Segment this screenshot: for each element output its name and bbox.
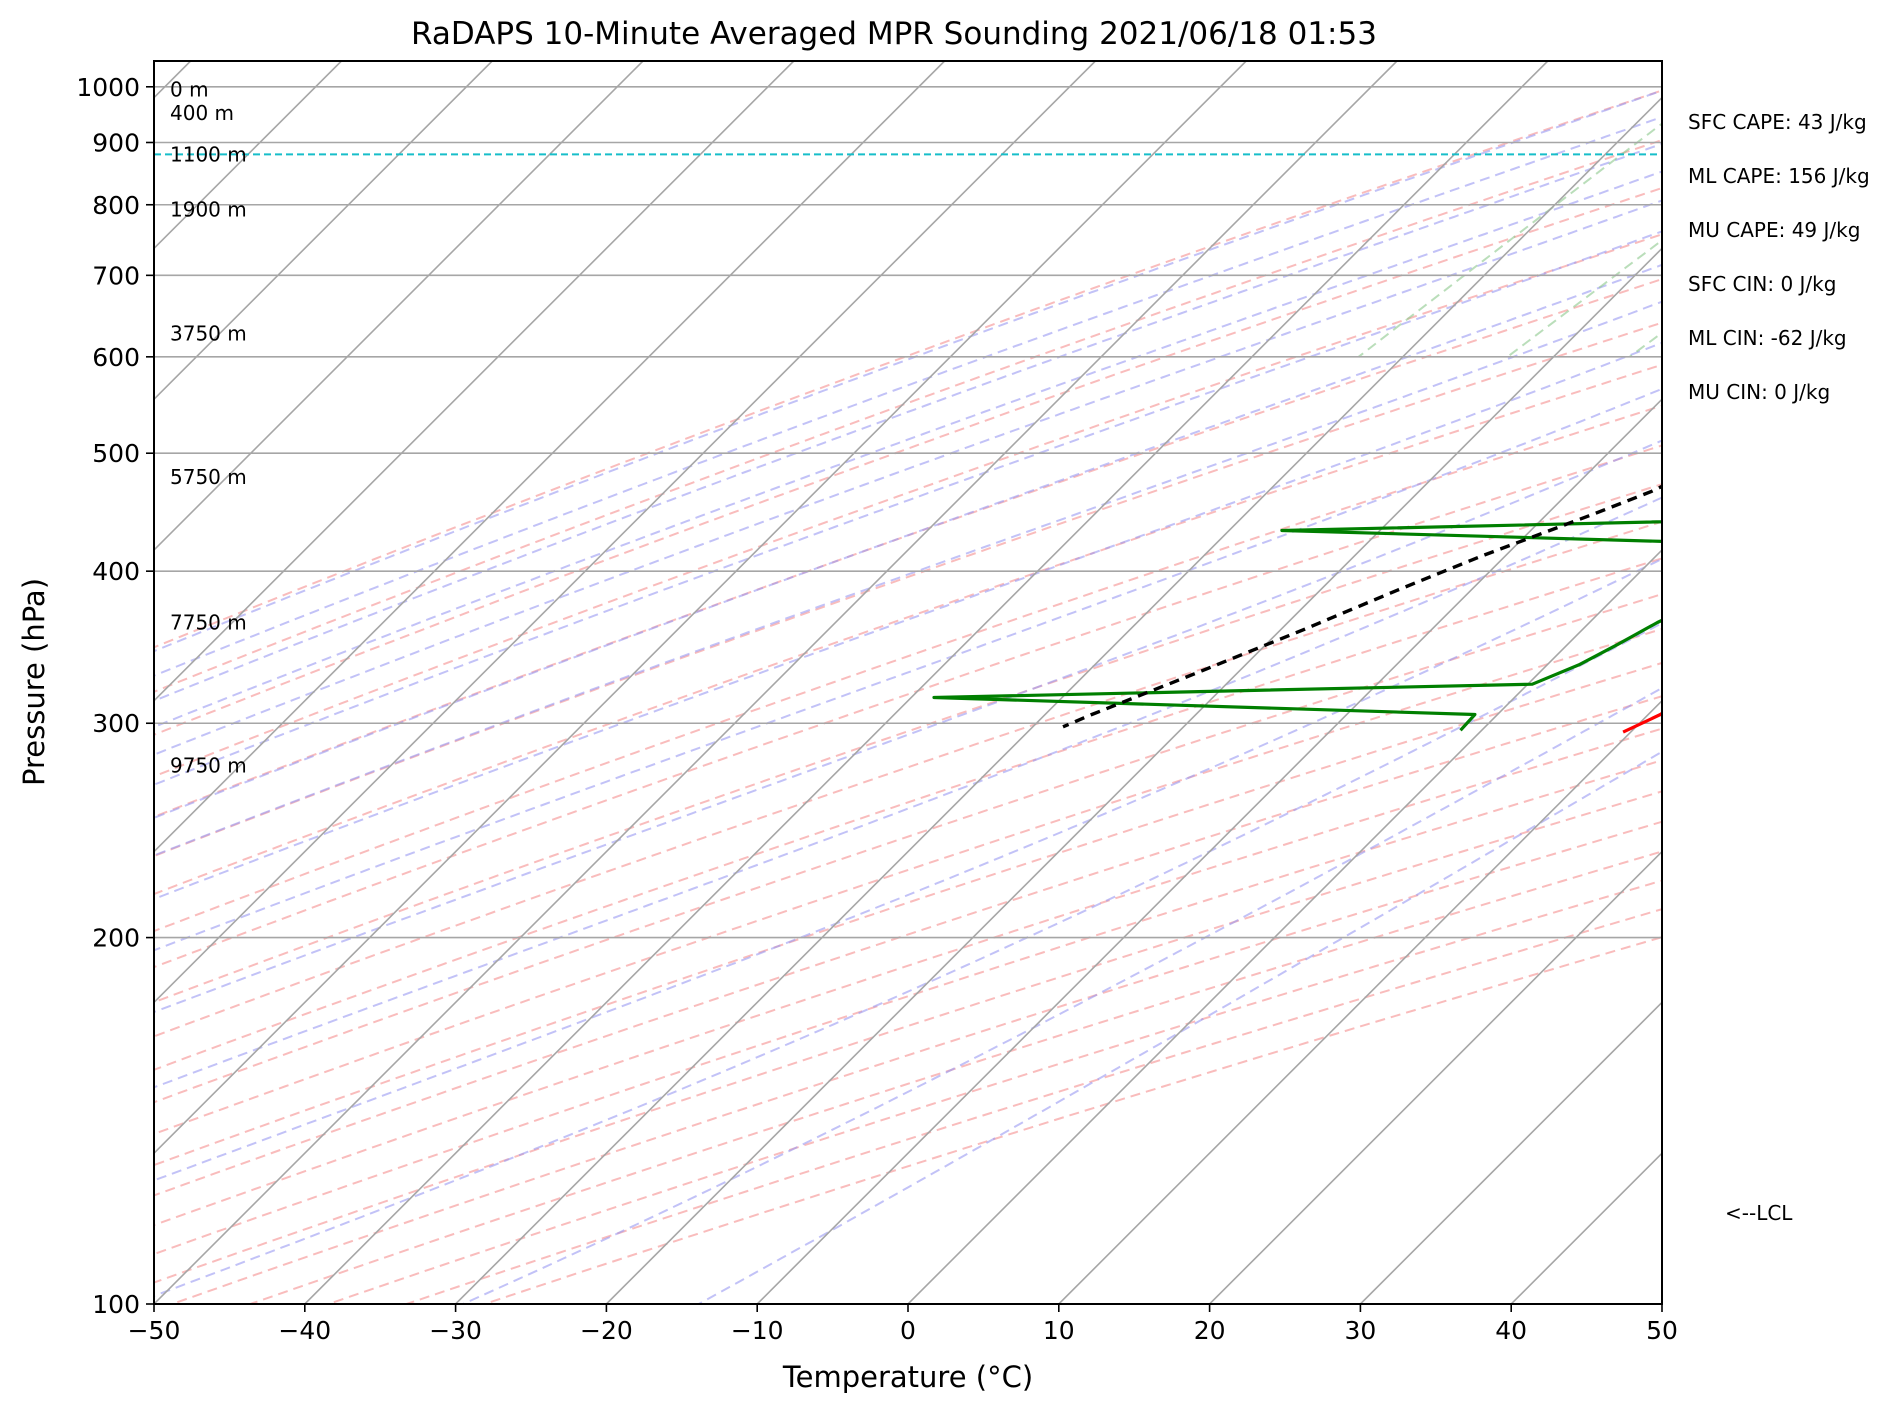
- stat-line: ML CIN: -62 J/kg: [1688, 326, 1847, 350]
- stats-panel: SFC CAPE: 43 J/kg ML CAPE: 156 J/kg MU CAP…: [1688, 110, 1870, 404]
- x-tick-label: 40: [1495, 1316, 1527, 1345]
- dry-adiabat: [154, 790, 1662, 1284]
- stat-line: ML CAPE: 156 J/kg: [1688, 164, 1870, 188]
- x-tick-label: −30: [429, 1316, 482, 1345]
- stat-line: MU CAPE: 49 J/kg: [1688, 218, 1860, 242]
- dry-adiabat: [154, 404, 1662, 933]
- height-label: 0 m: [170, 77, 209, 101]
- isotherm-line: [154, 61, 644, 552]
- stat-line: SFC CIN: 0 J/kg: [1688, 272, 1836, 296]
- moist-adiabat: [154, 387, 1662, 952]
- x-tick-label: 30: [1344, 1316, 1376, 1345]
- dry-adiabat: [406, 908, 1662, 1304]
- dry-adiabat: [328, 879, 1662, 1304]
- mixing-ratio-line: [1761, 61, 1900, 357]
- height-label: 400 m: [170, 101, 234, 125]
- moist-adiabat: [462, 686, 1662, 1304]
- moist-adiabat: [154, 300, 1662, 857]
- isotherm-line: [154, 61, 1247, 1155]
- x-tick-label: 10: [1043, 1316, 1075, 1345]
- moist-adiabat: [154, 170, 1662, 729]
- isotherm-line: [756, 398, 1662, 1304]
- isotherm-line: [1209, 850, 1662, 1304]
- x-tick-label: −10: [731, 1316, 784, 1345]
- isotherm-line: [154, 61, 493, 401]
- x-axis: −50 −40 −30 −20 −10 0 10 20 30 40 50: [128, 1304, 1678, 1345]
- moist-adiabat: [154, 142, 1662, 702]
- dry-adiabat: [154, 89, 1662, 649]
- x-axis-label: Temperature (°C): [782, 1360, 1033, 1394]
- y-axis: 100 200 300 400 500 600 700 800 900 1000: [76, 73, 154, 1319]
- isotherm-line: [1058, 699, 1662, 1304]
- mixing-ratio-line: [1874, 61, 1900, 357]
- mixing-ratio-line: [1629, 331, 1662, 358]
- y-tick-label: 700: [92, 261, 140, 290]
- dry-adiabat: [154, 627, 1662, 1136]
- height-label: 1100 m: [170, 142, 247, 166]
- x-tick-label: −20: [580, 1316, 633, 1345]
- isotherm-line: [154, 61, 342, 250]
- dry-adiabat: [171, 820, 1662, 1304]
- isotherm-line: [154, 61, 1096, 1004]
- isotherm-line: [154, 61, 1398, 1304]
- y-tick-label: 400: [92, 557, 140, 586]
- isotherm-line: [304, 61, 1549, 1304]
- isotherm-line: [154, 61, 795, 702]
- y-tick-label: 500: [92, 439, 140, 468]
- x-tick-label: 0: [900, 1316, 916, 1345]
- x-tick-label: −40: [278, 1316, 331, 1345]
- y-tick-label: 600: [92, 343, 140, 372]
- dry-adiabat: [154, 520, 1662, 1038]
- height-label: 1900 m: [170, 197, 247, 221]
- dry-adiabat: [154, 363, 1662, 896]
- dry-adiabat: [154, 695, 1662, 1197]
- grid: [154, 61, 1662, 1304]
- x-tick-label: 50: [1646, 1316, 1678, 1345]
- height-label: 7750 m: [170, 610, 247, 634]
- traces: [932, 484, 1662, 734]
- isotherm-line: [1661, 1302, 1662, 1304]
- height-label: 3750 m: [170, 322, 247, 346]
- y-tick-label: 800: [92, 191, 140, 220]
- y-tick-label: 1000: [76, 73, 140, 102]
- y-tick-label: 900: [92, 128, 140, 157]
- y-tick-label: 100: [92, 1290, 140, 1319]
- stat-line: MU CIN: 0 J/kg: [1688, 380, 1830, 404]
- y-tick-label: 200: [92, 924, 140, 953]
- mixing-ratio-line: [1506, 239, 1662, 358]
- trace-line-2: [1062, 484, 1662, 729]
- y-axis-label: Pressure (hPa): [17, 578, 51, 786]
- isotherm-line: [1359, 1001, 1662, 1304]
- height-labels: 9750 m 7750 m 5750 m 3750 m 1900 m 1100 m 400 …: [170, 77, 247, 777]
- y-tick-label: 300: [92, 709, 140, 738]
- lcl-label: <--LCL: [1725, 1201, 1793, 1225]
- isotherm-line: [455, 96, 1662, 1304]
- chart-title: RaDAPS 10-Minute Averaged MPR Sounding 2…: [411, 16, 1377, 52]
- isotherm-line: [605, 247, 1662, 1304]
- trace-line-0: [1622, 711, 1662, 734]
- x-tick-label: −50: [128, 1316, 181, 1345]
- background-lines: [154, 61, 1900, 1304]
- dry-adiabat: [154, 661, 1662, 1167]
- dry-adiabat: [154, 186, 1662, 736]
- moist-adiabat: [698, 750, 1662, 1304]
- stat-line: SFC CAPE: 43 J/kg: [1688, 110, 1867, 134]
- isotherm-line: [154, 61, 946, 853]
- dry-adiabat: [484, 936, 1662, 1304]
- x-tick-label: 20: [1194, 1316, 1226, 1345]
- isotherm-line: [1510, 1152, 1662, 1304]
- moist-adiabat: [154, 557, 1662, 1182]
- moist-adiabat: [154, 622, 1662, 1298]
- moist-adiabat: [154, 199, 1662, 756]
- moist-adiabat: [154, 263, 1662, 819]
- height-label: 5750 m: [170, 465, 247, 489]
- height-label: 9750 m: [170, 753, 247, 777]
- moist-adiabat: [154, 341, 1662, 901]
- moist-adiabat: [154, 230, 1662, 786]
- moist-adiabat: [154, 115, 1662, 677]
- moist-adiabat: [154, 496, 1662, 1089]
- isotherm-line: [907, 548, 1662, 1304]
